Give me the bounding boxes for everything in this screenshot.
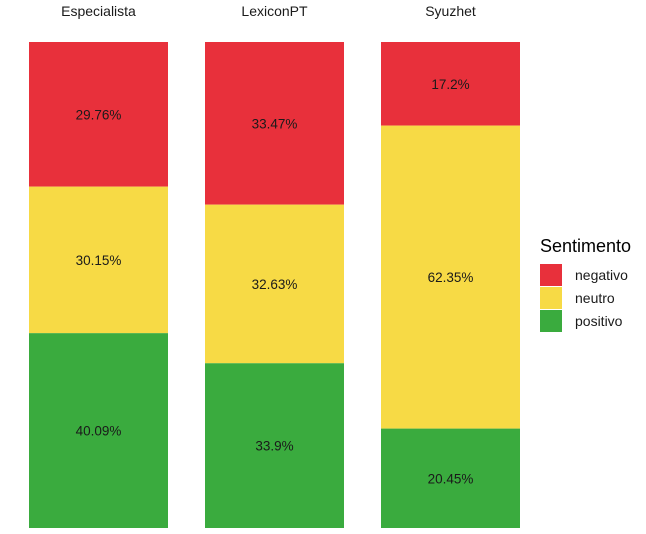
data-label: 40.09%: [76, 424, 122, 439]
legend-item: neutro: [540, 287, 615, 309]
facet-title: Especialista: [61, 3, 136, 19]
legend-key-swatch: [540, 264, 562, 286]
bar-segment-positivo: [29, 333, 168, 528]
bar-segment-neutro: [205, 204, 344, 364]
legend-key-swatch: [540, 310, 562, 332]
bar-segment-positivo: [205, 363, 344, 528]
bar-segment-negativo: [381, 42, 520, 126]
facet-title: LexiconPT: [241, 3, 308, 19]
data-label: 33.9%: [255, 439, 293, 454]
facet-title: Syuzhet: [425, 3, 476, 19]
data-label: 62.35%: [428, 270, 474, 285]
facet-panel: Especialista 29.76% 30.15% 40.09%: [29, 3, 168, 528]
legend-key-label: neutro: [575, 290, 615, 306]
facet-panel: LexiconPT 33.47% 32.63% 33.9%: [205, 3, 344, 528]
legend-item: negativo: [540, 264, 628, 286]
legend-title: Sentimento: [540, 236, 631, 256]
bar-segment-neutro: [29, 186, 168, 334]
data-label: 30.15%: [76, 253, 122, 268]
data-label: 33.47%: [252, 116, 298, 131]
data-label: 20.45%: [428, 471, 474, 486]
chart-panels: Especialista 29.76% 30.15% 40.09% LexiconPT 3…: [29, 3, 520, 528]
bar-segment-negativo: [29, 42, 168, 187]
data-label: 29.76%: [76, 107, 122, 122]
legend-key-swatch: [540, 287, 562, 309]
legend: Sentimento negativo neutro positivo: [540, 236, 631, 332]
legend-items: negativo neutro positivo: [540, 264, 628, 332]
bar-segment-negativo: [205, 42, 344, 205]
legend-key-label: negativo: [575, 267, 628, 283]
facet-panel: Syuzhet 17.2% 62.35% 20.45%: [381, 3, 520, 528]
bar-segment-neutro: [381, 125, 520, 429]
data-label: 32.63%: [252, 277, 298, 292]
legend-item: positivo: [540, 310, 623, 332]
data-label: 17.2%: [431, 77, 469, 92]
bar-segment-positivo: [381, 428, 520, 528]
legend-key-label: positivo: [575, 313, 623, 329]
